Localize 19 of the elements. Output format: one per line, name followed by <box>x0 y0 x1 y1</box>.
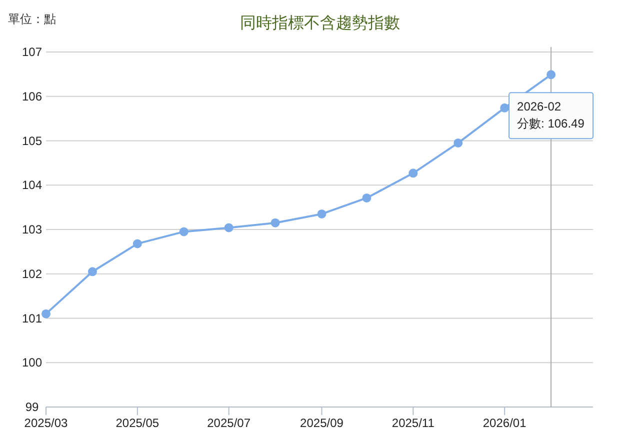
xtick: 2025/11 <box>392 416 434 430</box>
xtick: 2026/01 <box>482 416 526 430</box>
ytick: 102 <box>22 266 42 281</box>
ytick: 99 <box>25 400 39 414</box>
title: 同時指標不含趨勢指數 <box>240 13 400 32</box>
ytick: 101 <box>22 311 42 326</box>
annotation: 分數: 106.49 <box>517 116 584 131</box>
xtick: 2025/09 <box>300 416 344 430</box>
ylabel: 單位：點 <box>8 12 56 26</box>
ytick: 106 <box>22 89 42 104</box>
ytick: 103 <box>22 222 42 236</box>
xtick: 2025/07 <box>207 416 251 430</box>
annotation: 2026-02 <box>517 100 562 114</box>
ytick: 104 <box>22 178 42 192</box>
ytick: 107 <box>22 45 42 59</box>
xtick: 2025/05 <box>116 416 160 430</box>
ytick: 105 <box>22 134 42 148</box>
xtick: 2025/03 <box>24 416 68 430</box>
ytick: 100 <box>22 356 42 370</box>
